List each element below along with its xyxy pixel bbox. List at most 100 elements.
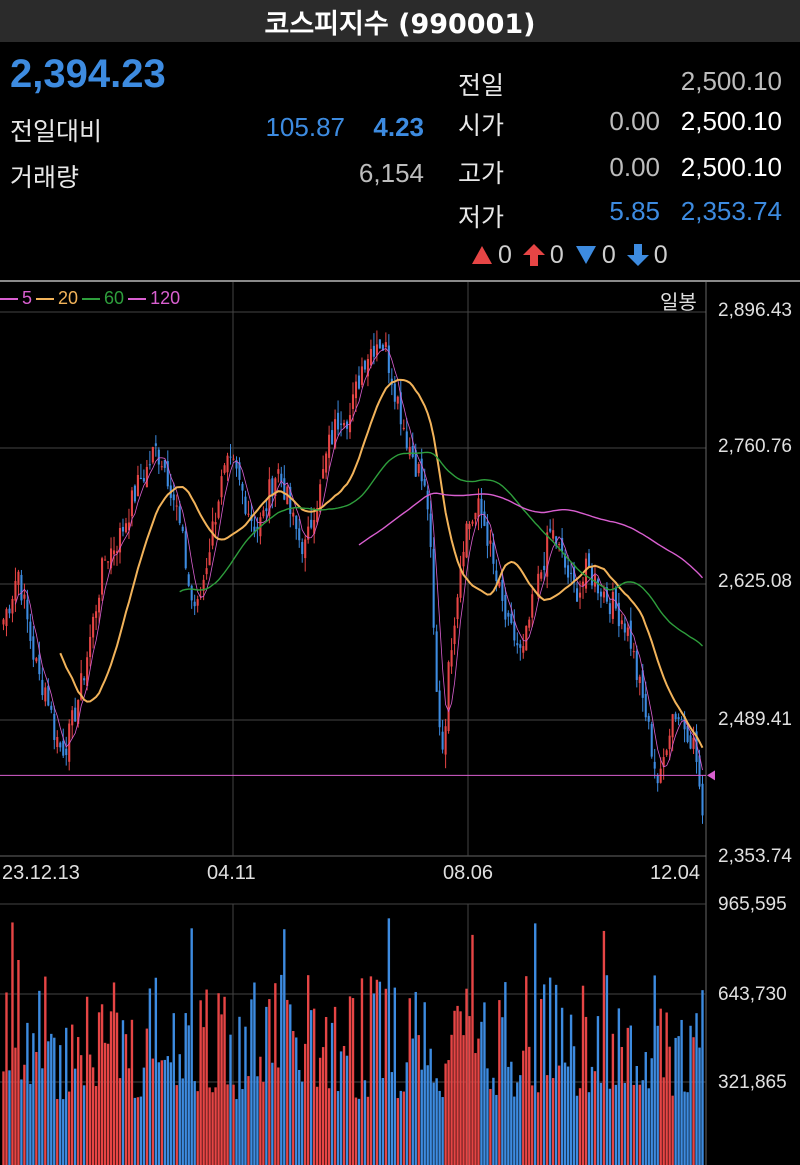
candle-body — [462, 551, 465, 567]
volume-bar — [507, 1066, 510, 1165]
chart-canvas[interactable] — [0, 282, 800, 1165]
candle-body — [611, 591, 614, 619]
volume-bar — [286, 999, 289, 1165]
high-diff: 0.00 — [609, 152, 660, 182]
candle-body — [53, 713, 56, 740]
volume-bar — [11, 922, 14, 1165]
candle-body — [396, 396, 399, 404]
candle-body — [623, 623, 626, 633]
volume-bar — [372, 993, 376, 1165]
volume-bar — [196, 1091, 199, 1165]
candle-body — [564, 553, 567, 568]
candle-body — [145, 466, 148, 488]
change-percent: 4.23 — [373, 112, 424, 142]
volume-bar — [378, 981, 382, 1165]
ma120-line — [358, 492, 704, 579]
volume-bar — [17, 960, 20, 1165]
volume-bar — [41, 1068, 44, 1165]
candle-body — [62, 740, 65, 756]
candle-body — [549, 528, 552, 532]
volume-bar — [44, 976, 47, 1165]
volume-bar — [190, 928, 193, 1165]
candle-body — [127, 522, 131, 531]
candle-body — [307, 526, 310, 540]
candle-body — [459, 569, 462, 598]
candle-body — [381, 344, 384, 351]
candle-body — [602, 591, 605, 598]
volume-bar — [569, 1014, 573, 1165]
volume-bar — [327, 1088, 331, 1165]
candle-body — [271, 478, 274, 497]
candle-body — [316, 508, 319, 523]
candle-body — [38, 654, 41, 675]
volume-bar — [172, 1013, 175, 1165]
volume-bar — [121, 1020, 125, 1165]
candle-body — [172, 494, 175, 501]
volume-bar — [339, 1051, 343, 1165]
candle-body — [608, 603, 611, 615]
volume-bar — [540, 999, 543, 1165]
candle-body — [656, 775, 659, 784]
volume-bar — [208, 1087, 211, 1165]
candle-body — [29, 621, 32, 641]
volume-bar — [178, 1054, 181, 1165]
candle-body — [5, 609, 8, 627]
candle-body — [405, 431, 408, 449]
volume-bar — [584, 1016, 588, 1165]
candle-body — [292, 512, 295, 517]
volume-bar — [214, 1087, 217, 1165]
prev-close-value: 2,500.10 — [680, 66, 782, 96]
volume-bar — [292, 1031, 295, 1165]
candle-body — [653, 761, 656, 769]
volume-bar — [35, 1051, 38, 1165]
candle-body — [160, 466, 163, 468]
volume-bar — [513, 1096, 516, 1165]
candle-body — [492, 542, 495, 564]
candle-body — [567, 565, 570, 578]
volume-bar — [680, 1019, 683, 1165]
candle-body — [310, 519, 313, 528]
candle-body — [301, 542, 304, 555]
volume-bar — [486, 1068, 489, 1165]
candle-body — [80, 673, 83, 700]
volume-bar — [695, 1013, 698, 1165]
candle-body — [181, 526, 184, 532]
volume-bar — [366, 1096, 370, 1165]
volume-bar — [686, 1092, 689, 1165]
high-label: 고가 — [458, 159, 505, 188]
candle-body — [241, 483, 244, 491]
candle-body — [638, 676, 641, 684]
volume-bar — [611, 1033, 615, 1165]
candle-body — [540, 572, 543, 579]
candle-body — [501, 579, 504, 601]
volume-bar — [318, 1057, 322, 1165]
period-label[interactable]: 일봉 — [660, 290, 697, 314]
candle-body — [695, 731, 698, 762]
volume-bar — [47, 1041, 50, 1165]
candle-body — [107, 561, 110, 563]
candle-body — [420, 458, 423, 482]
candle-body — [342, 422, 346, 426]
candle-body — [468, 523, 471, 530]
candle-body — [599, 591, 602, 597]
volume-bar — [635, 1065, 638, 1165]
candle-body — [184, 531, 187, 569]
candle-body — [570, 572, 573, 574]
legend-ma60: 60 — [82, 288, 124, 309]
candle-body — [74, 707, 77, 722]
candle-body — [14, 580, 17, 601]
volume-bar — [456, 1005, 459, 1165]
volume-bar — [106, 1043, 110, 1165]
candle-body — [8, 608, 11, 614]
volume-bar — [423, 1002, 426, 1165]
candle-body — [277, 469, 280, 474]
volume-bar — [471, 934, 474, 1165]
low-value: 2,353.74 — [680, 196, 782, 226]
price-chart[interactable]: 5 20 60 120 일봉 2,896.43 2,760.76 2,625.0… — [0, 282, 800, 1165]
volume-bar — [100, 1004, 104, 1165]
candle-body — [274, 478, 277, 497]
volume-bar — [163, 1059, 166, 1165]
volume-bar — [402, 1091, 405, 1165]
volume-bar — [357, 1098, 361, 1165]
candle-body — [238, 462, 241, 480]
